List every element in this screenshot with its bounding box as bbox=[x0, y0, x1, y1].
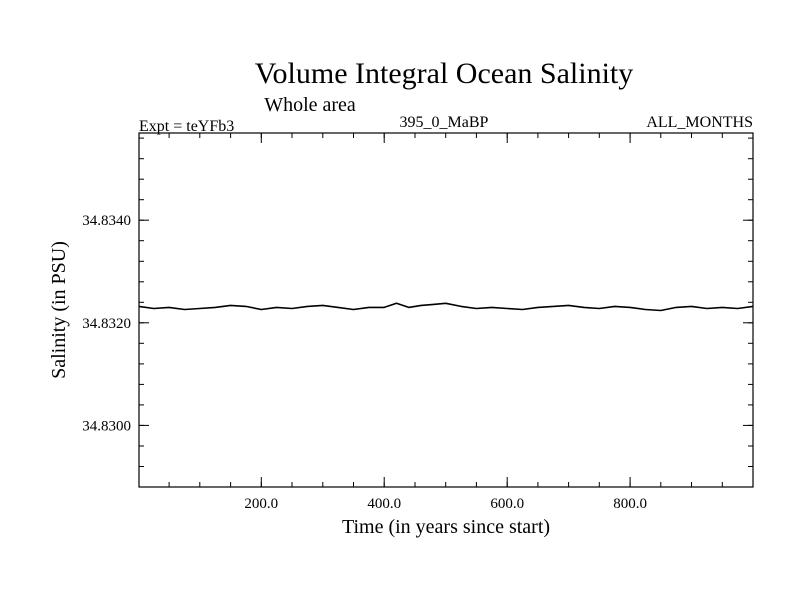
x-axis-label: Time (in years since start) bbox=[342, 516, 550, 538]
y-axis-label: Salinity (in PSU) bbox=[48, 241, 70, 379]
x-tick-label: 600.0 bbox=[490, 496, 524, 512]
x-tick-label: 400.0 bbox=[367, 496, 401, 512]
period-label: 395_0_MaBP bbox=[400, 114, 489, 131]
plot-frame bbox=[138, 132, 754, 488]
salinity-series-line bbox=[138, 302, 754, 312]
experiment-label: Expt = teYFb3 bbox=[139, 118, 234, 135]
series-group bbox=[138, 302, 754, 312]
x-tick-label: 800.0 bbox=[613, 496, 647, 512]
chart-subtitle: Whole area bbox=[264, 94, 356, 116]
y-tick-label: 34.8340 bbox=[82, 213, 131, 229]
y-tick-label: 34.8300 bbox=[82, 418, 131, 434]
x-tick-label: 200.0 bbox=[244, 496, 278, 512]
months-label: ALL_MONTHS bbox=[646, 114, 753, 131]
chart-title: Volume Integral Ocean Salinity bbox=[255, 57, 634, 90]
y-tick-label: 34.8320 bbox=[82, 316, 131, 332]
axes: 200.0 400.0 600.0 800.0 34.8300 34.8320 34.834… bbox=[82, 133, 753, 512]
